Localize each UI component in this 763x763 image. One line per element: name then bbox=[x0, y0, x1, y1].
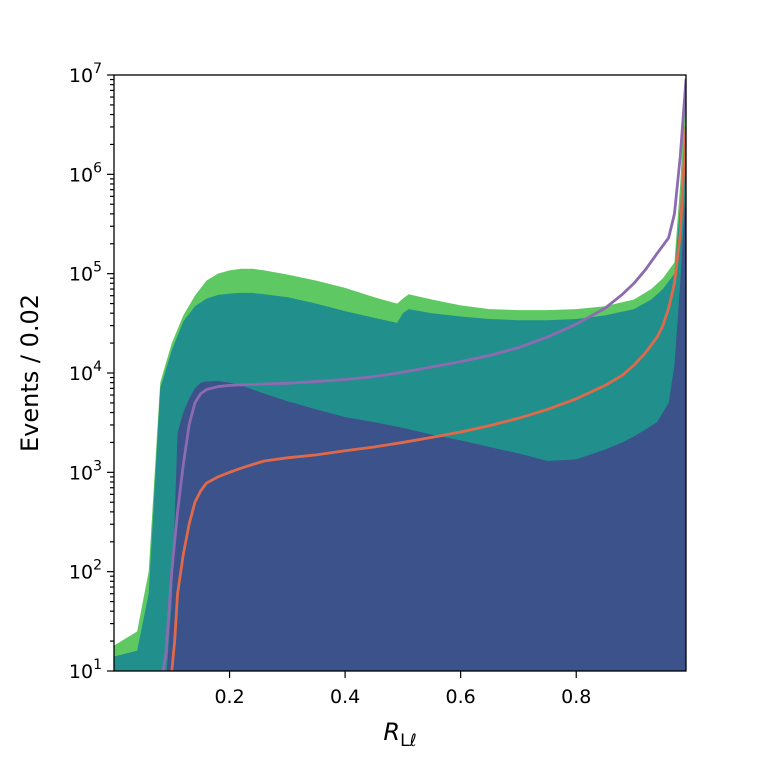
series-lines bbox=[161, 78, 686, 671]
x-axis-label: RLℓ bbox=[383, 718, 416, 751]
area-series-3 bbox=[166, 183, 686, 671]
line-series-2 bbox=[170, 125, 686, 671]
x-tick-label: 0.6 bbox=[446, 686, 476, 708]
y-tick-label: 107 bbox=[69, 61, 102, 87]
x-tick-label: 0.8 bbox=[561, 686, 591, 708]
y-axis-ticks: 101 102 103 104 105 106 107 bbox=[69, 61, 114, 683]
line-series-1 bbox=[161, 78, 686, 671]
y-tick-label: 104 bbox=[69, 359, 102, 385]
y-tick-label: 105 bbox=[69, 260, 102, 286]
y-axis-label: Events / 0.02 bbox=[16, 294, 44, 452]
x-tick-label: 0.2 bbox=[214, 686, 244, 708]
y-tick-label: 102 bbox=[69, 558, 102, 584]
y-tick-label: 103 bbox=[69, 458, 102, 484]
x-axis-ticks: 0.2 0.4 0.6 0.8 bbox=[214, 671, 591, 708]
x-tick-label: 0.4 bbox=[330, 686, 360, 708]
y-tick-label: 106 bbox=[69, 160, 102, 186]
y-tick-label: 101 bbox=[69, 657, 102, 683]
